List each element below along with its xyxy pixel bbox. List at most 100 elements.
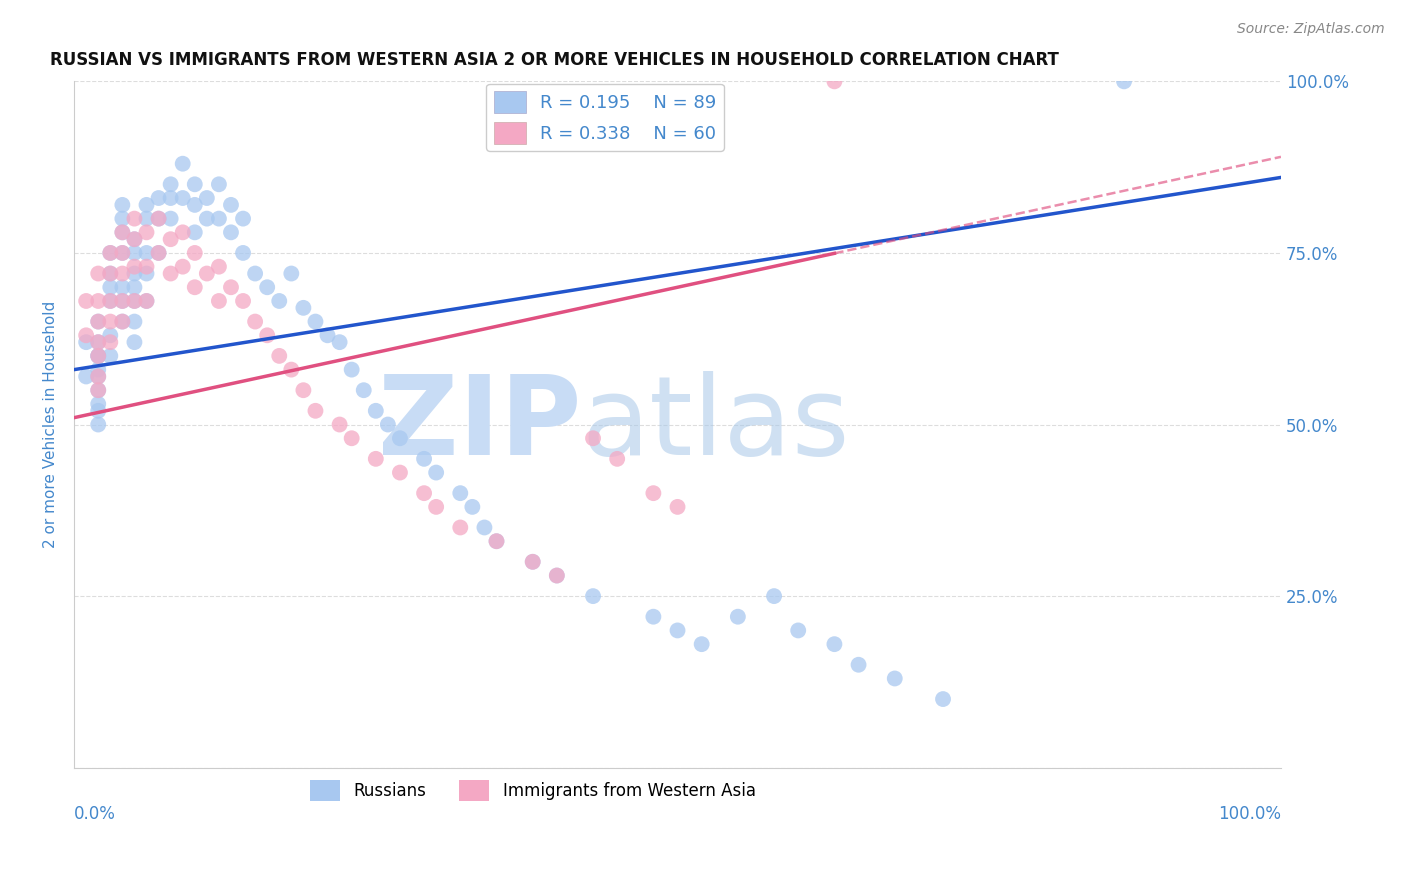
Point [172,225,194,239]
Text: RUSSIAN VS IMMIGRANTS FROM WESTERN ASIA 2 OR MORE VEHICLES IN HOUSEHOLD CORRELAT: RUSSIAN VS IMMIGRANTS FROM WESTERN ASIA … [51,51,1059,69]
Point [135,211,157,226]
Point [787,624,810,638]
Point [184,280,207,294]
Point [666,624,689,638]
Point [124,232,146,246]
Point [184,178,207,192]
Text: 100.0%: 100.0% [1218,805,1281,823]
Point [195,191,218,205]
Point [111,315,134,329]
Point [87,335,110,350]
Point [353,383,375,397]
Point [98,246,121,260]
Point [148,191,170,205]
Point [582,431,605,445]
Point [111,293,134,308]
Text: 0.0%: 0.0% [75,805,115,823]
Point [98,280,121,294]
Point [243,267,266,281]
Point [208,293,231,308]
Point [184,225,207,239]
Point [75,328,97,343]
Point [883,672,905,686]
Point [159,232,181,246]
Point [172,191,194,205]
Point [148,211,170,226]
Point [87,383,110,397]
Point [823,637,845,651]
Point [172,260,194,274]
Point [485,534,508,549]
Point [280,362,302,376]
Point [184,198,207,212]
Point [87,293,110,308]
Point [75,293,97,308]
Point [124,293,146,308]
Point [208,260,231,274]
Point [232,293,254,308]
Point [364,451,387,466]
Point [135,246,157,260]
Point [98,328,121,343]
Point [425,500,447,514]
Point [135,198,157,212]
Point [111,280,134,294]
Point [413,451,436,466]
Point [111,211,134,226]
Point [522,555,544,569]
Point [1112,74,1135,88]
Point [98,293,121,308]
Point [848,657,870,672]
Point [148,246,170,260]
Point [87,404,110,418]
Point [87,369,110,384]
Text: ZIP: ZIP [378,371,581,478]
Point [98,335,121,350]
Point [219,198,242,212]
Point [763,589,786,603]
Point [172,157,194,171]
Point [98,349,121,363]
Point [159,178,181,192]
Point [98,267,121,281]
Point [388,466,411,480]
Point [269,349,291,363]
Point [232,246,254,260]
Point [111,225,134,239]
Point [329,335,352,350]
Point [111,293,134,308]
Point [98,315,121,329]
Point [208,178,231,192]
Point [522,555,544,569]
Point [135,293,157,308]
Point [87,267,110,281]
Point [148,246,170,260]
Point [232,211,254,226]
Point [75,369,97,384]
Point [546,568,568,582]
Point [316,328,339,343]
Point [823,74,845,88]
Point [124,293,146,308]
Point [474,520,496,534]
Point [98,293,121,308]
Point [932,692,955,706]
Point [606,451,628,466]
Point [87,362,110,376]
Point [219,225,242,239]
Point [124,280,146,294]
Point [388,431,411,445]
Point [135,267,157,281]
Point [124,232,146,246]
Point [304,404,326,418]
Point [666,500,689,514]
Point [280,267,302,281]
Legend: Russians, Immigrants from Western Asia: Russians, Immigrants from Western Asia [304,773,762,807]
Point [87,417,110,432]
Point [340,431,363,445]
Point [413,486,436,500]
Point [111,267,134,281]
Point [124,211,146,226]
Point [135,293,157,308]
Point [449,520,471,534]
